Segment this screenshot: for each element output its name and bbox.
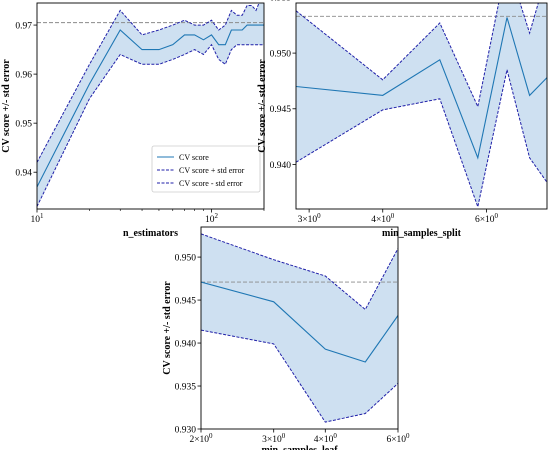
y-tick-label: 0.940	[270, 161, 292, 171]
series-upper-line	[201, 233, 398, 311]
y-axis-label: CV score +/- std error	[162, 281, 173, 375]
x-axis-label: n_estimators	[123, 228, 178, 239]
series-mean-line	[37, 24, 264, 188]
x-axis-label: min_samples_leaf	[261, 445, 338, 450]
y-tick-label: 0.945	[270, 105, 292, 115]
y-axis-label: CV score +/- std error	[257, 59, 268, 153]
y-tick-label: 0.96	[15, 70, 32, 80]
legend-box	[151, 145, 261, 193]
axes-frame	[295, 2, 548, 210]
x-tick-label: 102	[205, 212, 219, 225]
y-tick-label: 0.945	[175, 296, 197, 306]
y-tick-label: 0.950	[270, 49, 292, 59]
legend-entry-label: CV score - std error	[179, 179, 243, 188]
y-tick-label: 0.930	[175, 425, 197, 435]
x-tick-label: 2×100	[189, 432, 213, 445]
chart-panel-3: 0.930 0.935 0.940 0.945 0.950 2×100 3×100 4×100…	[162, 226, 410, 450]
y-tick-label: 0.97	[15, 21, 32, 31]
series-lower-line	[296, 69, 547, 209]
series-lower-line	[37, 43, 264, 207]
std-error-band	[201, 233, 398, 423]
x-tick-label: 3×100	[262, 432, 286, 445]
y-tick-label: 0.940	[175, 339, 197, 349]
series-upper-line	[37, 3, 260, 163]
y-tick-label: 0.95	[15, 119, 32, 129]
series-upper-line	[296, 3, 539, 109]
y-axis-label: CV score +/- std error	[1, 59, 12, 153]
y-tick-label: 0.950	[175, 253, 197, 263]
legend: CV score CV score + std error CV score - s…	[151, 145, 261, 193]
x-tick-label: 4×100	[314, 432, 338, 445]
std-error-band	[37, 3, 264, 207]
y-tick-label: 0.94	[15, 169, 32, 179]
legend-entry-label: CV score	[179, 153, 209, 162]
series-mean-line	[201, 281, 398, 363]
legend-entry-label: CV score + std error	[179, 166, 245, 175]
x-tick-label: 6×100	[386, 432, 410, 445]
chart-panel-1: 0.94 0.95 0.96 0.97 101 102 n_estimators CV sco…	[1, 2, 265, 239]
series-lower-line	[201, 329, 398, 423]
std-error-band	[296, 3, 547, 207]
x-tick-label: 6×100	[475, 212, 499, 225]
series-mean-line	[296, 17, 547, 160]
x-axis-label: min_samples_split	[382, 228, 462, 239]
x-tick-label: 3×100	[298, 212, 322, 225]
chart-panel-2: 0.940 0.945 0.950 0.955 3×100 4×100 6×100 min_s…	[257, 0, 548, 239]
x-tick-label: 4×100	[371, 212, 395, 225]
axes-frame	[200, 226, 399, 430]
x-tick-label: 101	[31, 212, 45, 225]
y-tick-label: 0.935	[175, 382, 197, 392]
axes-frame	[36, 2, 265, 210]
y-tick-label: 0.955	[270, 0, 292, 4]
